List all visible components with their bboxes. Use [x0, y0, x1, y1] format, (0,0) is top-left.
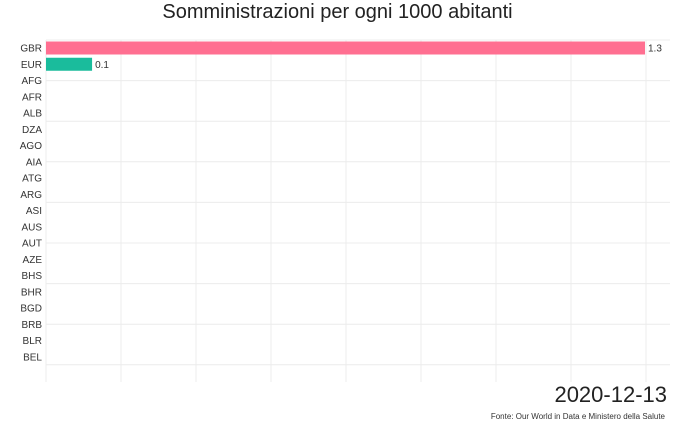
bar	[46, 57, 93, 71]
category-labels: GBR EUR AFG AFR ALB DZA AGO AIA ATG ARG ASI AUS AUT A…	[20, 44, 43, 364]
category-label: BGD	[20, 304, 42, 315]
category-label: BHS	[21, 271, 42, 282]
date-label: 2020-12-13	[554, 382, 667, 407]
category-label: AIA	[26, 157, 42, 168]
category-label: AUT	[22, 239, 42, 250]
chart-title: Somministrazioni per ogni 1000 abitanti	[162, 1, 513, 23]
category-label: ALB	[23, 109, 42, 120]
category-label: AGO	[20, 141, 42, 152]
value-labels: 1.3 0.1	[95, 44, 662, 71]
category-label: BRB	[21, 320, 42, 331]
category-label: DZA	[22, 125, 42, 136]
value-label: 0.1	[95, 60, 109, 71]
category-label: ASI	[26, 206, 42, 217]
category-label: AUS	[21, 222, 42, 233]
category-label: ATG	[22, 174, 42, 185]
grid-lines	[45, 39, 670, 382]
category-label: AFR	[22, 92, 42, 103]
bar	[46, 41, 645, 55]
value-label: 1.3	[648, 44, 662, 55]
category-label: ARG	[20, 190, 42, 201]
category-label: GBR	[20, 44, 42, 55]
source-note: Fonte: Our World in Data e Ministero del…	[490, 412, 665, 421]
category-label: EUR	[21, 60, 42, 71]
category-label: BEL	[23, 352, 42, 363]
category-label: BHR	[21, 287, 42, 298]
category-label: BLR	[23, 336, 42, 347]
category-label: AFG	[21, 76, 42, 87]
bars	[46, 41, 645, 71]
category-label: AZE	[23, 255, 43, 266]
